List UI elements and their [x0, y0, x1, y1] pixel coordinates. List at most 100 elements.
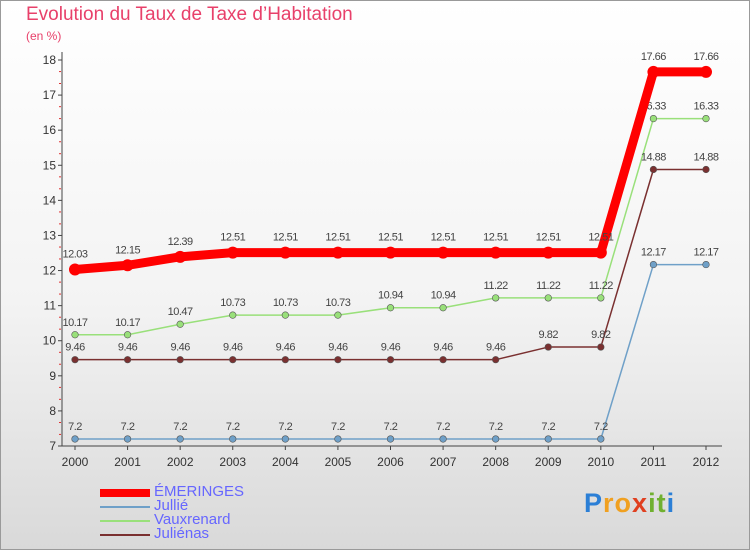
- data-point: [229, 356, 237, 364]
- data-label: 11.22: [589, 280, 614, 292]
- x-tick-label: 2007: [430, 455, 457, 469]
- data-label: 10.17: [62, 317, 87, 329]
- data-point: [649, 165, 658, 174]
- data-point: [229, 311, 237, 319]
- data-point: [439, 356, 447, 364]
- data-label: 14.88: [693, 151, 718, 163]
- data-point: [492, 435, 500, 443]
- x-tick-label: 2005: [325, 455, 352, 469]
- data-label: 17.66: [641, 51, 666, 63]
- data-point: [647, 65, 660, 78]
- x-tick-label: 2010: [587, 455, 614, 469]
- y-tick-label: 10: [43, 334, 57, 348]
- data-point: [386, 435, 395, 443]
- data-label: 11.22: [536, 280, 561, 292]
- logo-letter: x: [632, 488, 649, 518]
- data-label: 7.2: [226, 421, 240, 433]
- data-label: 12.51: [483, 232, 508, 244]
- x-tick-label: 2008: [482, 455, 509, 469]
- legend-label: Jullié: [154, 497, 189, 514]
- data-label: 12.15: [115, 244, 140, 256]
- y-tick-label: 18: [43, 53, 57, 67]
- data-point: [492, 356, 500, 364]
- data-point: [71, 331, 79, 339]
- data-label: 12.03: [62, 248, 87, 260]
- data-point: [229, 435, 237, 443]
- x-tick-label: 2004: [272, 455, 299, 469]
- data-label: 12.51: [220, 232, 245, 244]
- data-point: [386, 304, 395, 312]
- x-tick-label: 2002: [167, 455, 194, 469]
- legend-label: Vauxrenard: [154, 511, 231, 528]
- chart-title: Evolution du Taux de Taxe d’Habitation: [26, 4, 353, 25]
- logo-letter: i: [666, 488, 676, 518]
- x-tick-label: 2000: [62, 455, 89, 469]
- data-label: 16.33: [693, 101, 718, 113]
- data-label: 7.2: [121, 421, 135, 433]
- data-point: [226, 246, 239, 259]
- logo-letter: i: [648, 488, 657, 518]
- data-point: [439, 304, 447, 312]
- data-label: 9.82: [591, 329, 611, 341]
- data-point: [176, 320, 184, 328]
- y-tick-label: 15: [43, 158, 57, 172]
- data-point: [281, 356, 289, 364]
- data-label: 9.46: [486, 342, 506, 354]
- chart-subtitle: (en %): [26, 29, 62, 43]
- x-tick-label: 2012: [693, 455, 720, 469]
- data-label: 7.2: [331, 421, 345, 433]
- data-label: 9.46: [65, 342, 85, 354]
- x-tick-label: 2006: [377, 455, 404, 469]
- data-label: 12.51: [273, 232, 298, 244]
- data-point: [386, 356, 395, 364]
- data-point: [437, 246, 450, 259]
- data-point: [69, 263, 81, 276]
- data-label: 14.88: [641, 151, 666, 163]
- logo-letter: r: [603, 488, 615, 518]
- data-point: [700, 65, 712, 78]
- y-tick-label: 11: [44, 299, 57, 313]
- data-point: [71, 435, 79, 443]
- data-point: [121, 259, 134, 272]
- data-label: 12.51: [536, 232, 561, 244]
- y-tick-label: 8: [49, 404, 56, 418]
- data-label: 7.2: [436, 421, 450, 433]
- data-point: [489, 246, 502, 259]
- data-point: [542, 246, 555, 259]
- data-point: [594, 246, 607, 259]
- data-point: [123, 435, 132, 443]
- data-label: 12.51: [325, 232, 350, 244]
- data-label: 10.17: [115, 317, 140, 329]
- data-label: 7.2: [541, 421, 555, 433]
- data-point: [71, 356, 79, 364]
- data-point: [597, 343, 605, 351]
- data-label: 9.46: [118, 342, 138, 354]
- data-label: 12.39: [168, 236, 193, 248]
- logo-letter: t: [656, 488, 667, 518]
- data-point: [702, 165, 710, 174]
- data-label: 10.94: [378, 290, 403, 302]
- data-label: 7.2: [594, 421, 608, 433]
- data-point: [439, 435, 447, 443]
- legend-swatch: [100, 534, 150, 536]
- data-label: 10.94: [431, 290, 456, 302]
- data-point: [334, 311, 342, 319]
- data-point: [702, 260, 710, 269]
- data-label: 7.2: [173, 421, 187, 433]
- data-point: [176, 435, 184, 443]
- data-label: 9.46: [328, 342, 348, 354]
- x-tick-label: 2001: [114, 455, 141, 469]
- data-label: 10.73: [325, 297, 350, 309]
- x-tick-label: 2003: [219, 455, 246, 469]
- data-label: 12.51: [588, 232, 613, 244]
- data-label: 10.73: [220, 297, 245, 309]
- data-label: 7.2: [278, 421, 292, 433]
- data-label: 7.2: [489, 421, 503, 433]
- data-point: [649, 260, 658, 269]
- data-point: [544, 294, 552, 302]
- legend-swatch: [100, 520, 150, 522]
- data-point: [492, 294, 500, 302]
- data-label: 12.17: [693, 247, 718, 259]
- data-label: 11.22: [484, 280, 509, 292]
